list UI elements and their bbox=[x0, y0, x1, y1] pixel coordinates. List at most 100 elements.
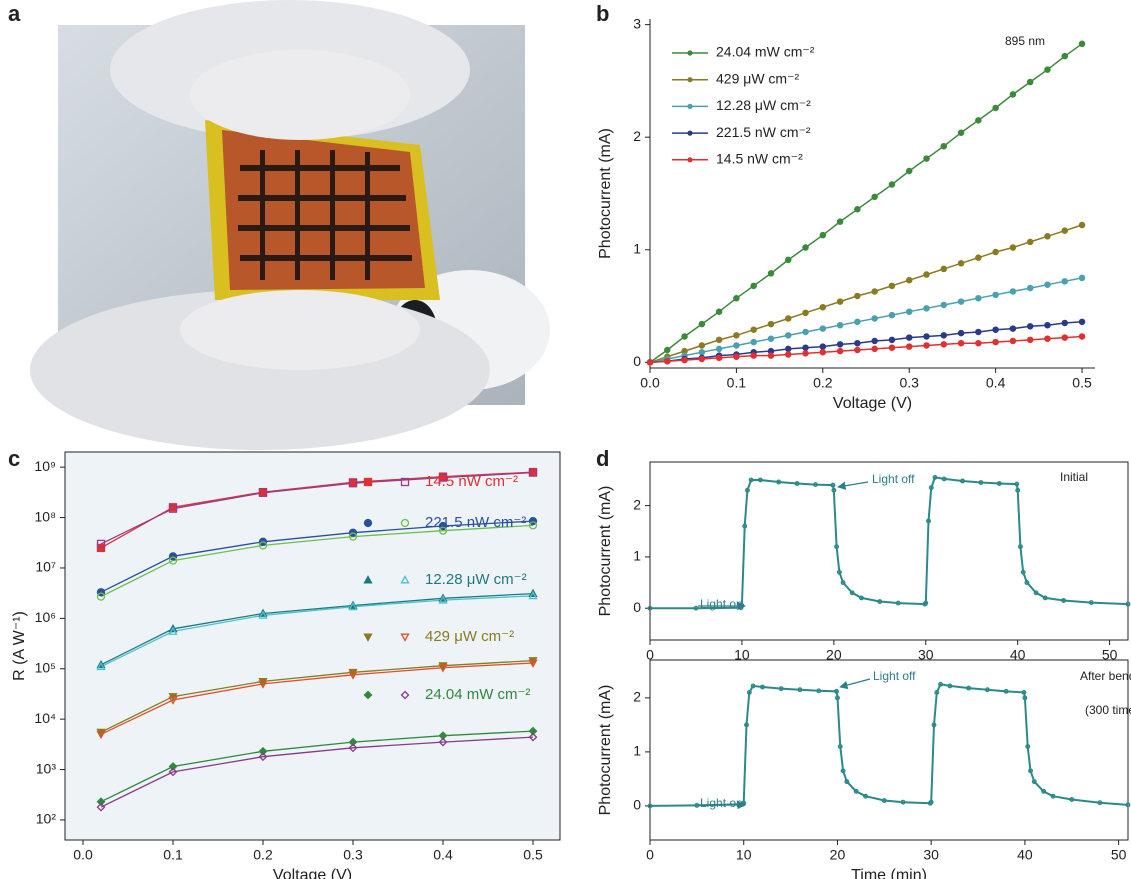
marker bbox=[1061, 319, 1069, 327]
marker bbox=[854, 292, 861, 300]
legend-marker bbox=[400, 518, 410, 528]
y-axis-label: Photocurrent (mA) bbox=[597, 685, 614, 816]
legend-marker bbox=[363, 633, 373, 642]
x-tick-label: 0 bbox=[646, 847, 654, 863]
annotation: Initial bbox=[1060, 470, 1088, 484]
marker bbox=[1003, 688, 1009, 694]
marker bbox=[1061, 334, 1069, 341]
legend-marker bbox=[363, 518, 373, 528]
marker bbox=[975, 254, 982, 261]
marker bbox=[923, 271, 930, 278]
marker bbox=[348, 532, 358, 541]
marker bbox=[900, 799, 906, 805]
marker bbox=[931, 722, 937, 728]
marker bbox=[984, 687, 990, 693]
marker bbox=[888, 344, 896, 351]
y-tick-label: 10⁴ bbox=[34, 710, 56, 726]
x-tick-label: 0.5 bbox=[1072, 375, 1092, 391]
marker bbox=[1009, 91, 1017, 98]
x-tick-label: 0.5 bbox=[523, 847, 543, 863]
marker bbox=[715, 354, 723, 362]
marker bbox=[819, 325, 827, 332]
marker bbox=[1028, 768, 1033, 774]
marker bbox=[992, 338, 999, 346]
x-tick-label: 0.2 bbox=[253, 847, 273, 863]
x-tick-label: 0 bbox=[646, 647, 654, 663]
marker bbox=[996, 481, 1002, 486]
marker bbox=[905, 343, 913, 350]
marker bbox=[767, 320, 775, 328]
marker bbox=[1015, 487, 1021, 493]
marker bbox=[1044, 233, 1051, 240]
marker bbox=[168, 556, 178, 565]
legend-label: 14.5 nW cm⁻² bbox=[716, 151, 803, 167]
marker bbox=[854, 206, 861, 213]
series-line bbox=[649, 43, 1083, 364]
marker bbox=[871, 345, 878, 353]
x-axis-label: Time (min) bbox=[851, 867, 927, 879]
marker bbox=[785, 315, 792, 322]
marker bbox=[748, 477, 754, 483]
marker bbox=[1042, 595, 1048, 601]
marker bbox=[836, 341, 844, 348]
marker bbox=[905, 334, 913, 341]
plot-frame bbox=[649, 461, 1129, 641]
marker bbox=[992, 248, 999, 256]
marker bbox=[776, 479, 782, 485]
marker bbox=[698, 342, 706, 349]
marker bbox=[744, 722, 749, 728]
series-line bbox=[100, 471, 534, 545]
marker bbox=[348, 671, 358, 680]
marker bbox=[528, 657, 538, 666]
legend-marker bbox=[687, 157, 693, 163]
marker bbox=[767, 270, 775, 277]
marker bbox=[528, 726, 538, 736]
legend-label: 429 μW cm⁻² bbox=[716, 70, 799, 86]
marker bbox=[698, 320, 706, 328]
marker bbox=[96, 592, 106, 601]
marker bbox=[785, 345, 792, 353]
marker bbox=[975, 339, 982, 347]
marker bbox=[923, 155, 930, 162]
marker bbox=[528, 590, 538, 600]
series-line bbox=[100, 662, 534, 735]
x-tick-label: 30 bbox=[918, 647, 934, 663]
marker bbox=[96, 802, 106, 812]
marker bbox=[258, 677, 268, 687]
marker bbox=[646, 359, 654, 366]
panel-letter: c bbox=[8, 446, 20, 471]
marker bbox=[831, 487, 837, 493]
x-tick-label: 0.2 bbox=[813, 375, 833, 391]
marker bbox=[767, 352, 775, 359]
marker bbox=[928, 485, 934, 491]
marker bbox=[528, 521, 538, 530]
annotation: (300 times) bbox=[1085, 703, 1131, 717]
photo bbox=[30, 0, 550, 450]
y-tick-label: 10⁶ bbox=[35, 609, 56, 625]
marker bbox=[975, 294, 982, 302]
x-tick-label: 10 bbox=[736, 847, 752, 863]
series-line bbox=[100, 592, 534, 666]
marker bbox=[750, 352, 757, 359]
x-tick-label: 0.4 bbox=[433, 847, 453, 863]
marker bbox=[348, 479, 358, 488]
marker bbox=[854, 339, 861, 347]
marker bbox=[871, 288, 878, 295]
annotation: After bending bbox=[1080, 669, 1131, 683]
marker bbox=[940, 332, 948, 339]
legend-label: 14.5 nW cm⁻² bbox=[425, 473, 518, 490]
marker bbox=[849, 590, 855, 596]
legend-label: 221.5 nW cm⁻² bbox=[716, 124, 811, 140]
marker bbox=[664, 357, 671, 365]
plot-frame bbox=[649, 659, 1129, 841]
marker bbox=[837, 744, 843, 749]
marker bbox=[863, 793, 869, 799]
marker bbox=[698, 348, 706, 356]
marker bbox=[698, 355, 706, 363]
y-tick-label: 1 bbox=[633, 548, 641, 564]
marker bbox=[957, 329, 965, 337]
y-tick-label: 10² bbox=[36, 811, 57, 827]
marker bbox=[881, 798, 887, 803]
marker bbox=[168, 504, 178, 513]
marker bbox=[750, 326, 757, 333]
